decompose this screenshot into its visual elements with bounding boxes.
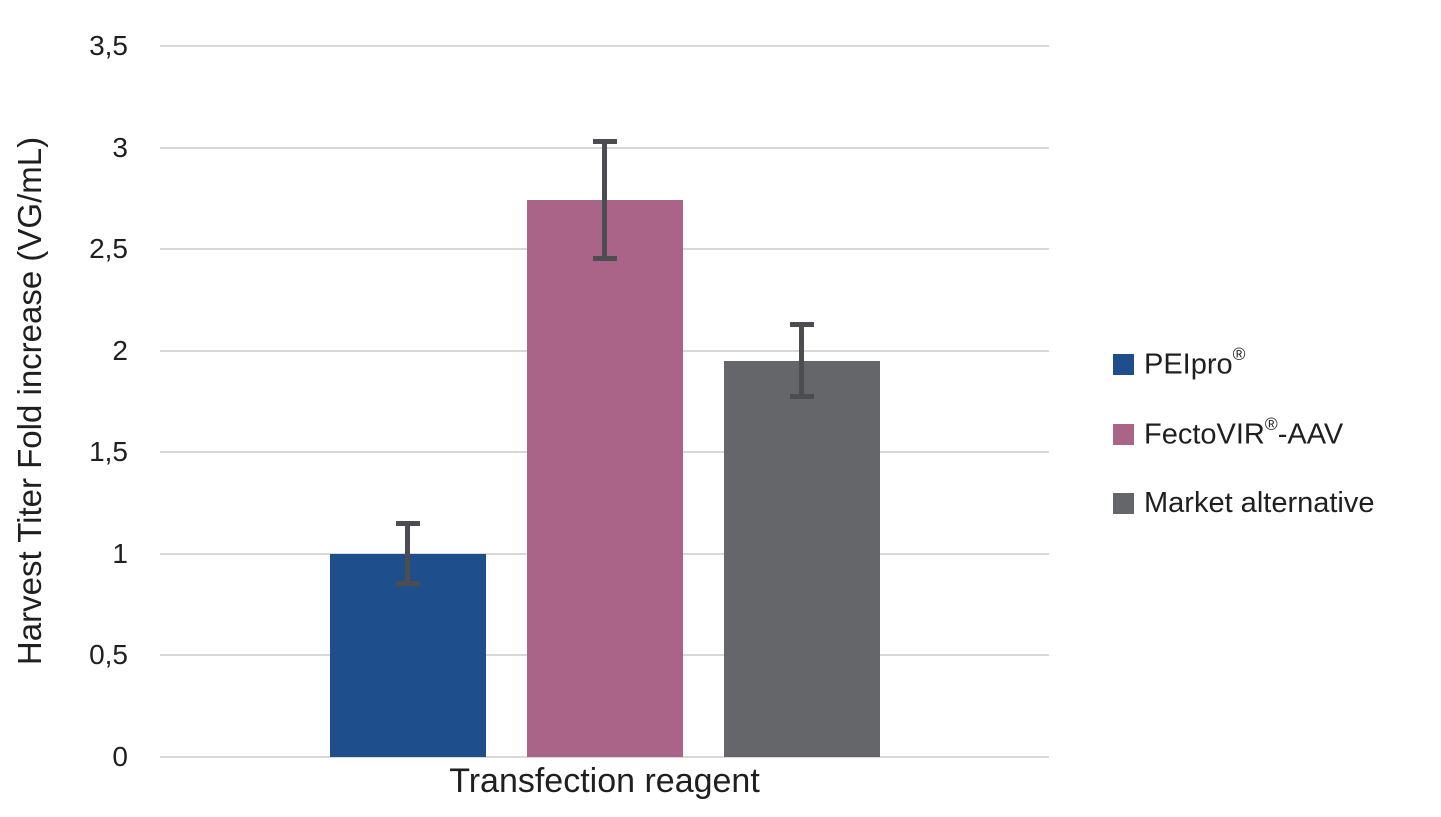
legend-item: Market alternative xyxy=(1113,484,1375,522)
error-bar-cap-top xyxy=(789,322,814,328)
error-bar-cap-top xyxy=(592,139,617,145)
error-bar-cap-bottom xyxy=(789,394,814,400)
legend-label: FectoVIR®-AAV xyxy=(1144,414,1344,451)
bar-series-2 xyxy=(526,200,683,757)
y-tick-label: 0 xyxy=(112,741,128,772)
x-axis-title: Transfection reagent xyxy=(449,762,760,800)
error-bar-stem xyxy=(799,322,804,400)
legend-item: PEIpro® xyxy=(1113,344,1246,383)
y-tick-label: 1,5 xyxy=(89,436,128,468)
y-tick-label: 3,5 xyxy=(89,30,128,61)
error-bar-cap-bottom xyxy=(592,256,617,262)
legend-swatch xyxy=(1113,423,1134,445)
error-bar-cap-top xyxy=(395,521,420,527)
gridline xyxy=(160,45,1049,47)
legend: PEIpro® FectoVIR®-AAV Market alternative xyxy=(1113,0,1441,817)
legend-label: PEIpro® xyxy=(1144,344,1246,381)
error-bar-stem xyxy=(602,139,607,262)
y-tick-label: 3 xyxy=(112,131,128,163)
y-tick-label: 2 xyxy=(112,334,128,366)
legend-item: FectoVIR®-AAV xyxy=(1113,414,1344,453)
y-tick-label: 1 xyxy=(112,537,128,569)
y-axis-title: Harvest Titer Fold increase (VG/mL) xyxy=(11,136,48,666)
legend-label: Market alternative xyxy=(1144,486,1375,519)
error-bar-cap-bottom xyxy=(395,581,420,587)
legend-swatch xyxy=(1113,353,1134,375)
y-tick-label: 0,5 xyxy=(89,639,128,671)
gridline xyxy=(160,756,1049,758)
bar-series-3 xyxy=(723,360,880,757)
y-tick-label: 2,5 xyxy=(89,233,128,265)
bar-series-1 xyxy=(329,553,486,757)
error-bar-stem xyxy=(405,521,410,587)
legend-swatch xyxy=(1113,492,1134,514)
